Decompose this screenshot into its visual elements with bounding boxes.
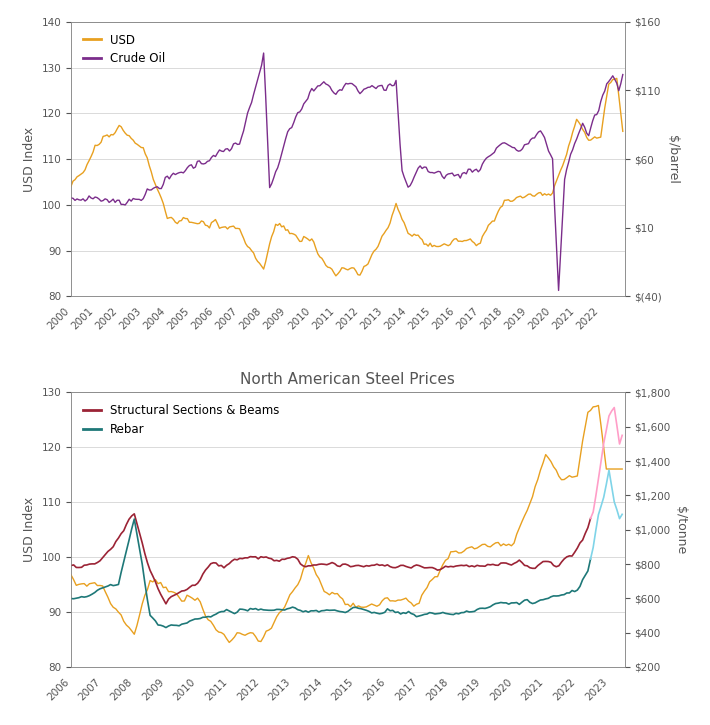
Y-axis label: $/tonne: $/tonne <box>674 505 687 554</box>
Y-axis label: USD Index: USD Index <box>23 497 36 563</box>
Title: North American Steel Prices: North American Steel Prices <box>241 372 455 387</box>
Y-axis label: USD Index: USD Index <box>23 126 36 191</box>
Legend: USD, Crude Oil: USD, Crude Oil <box>77 28 171 71</box>
Legend: Structural Sections & Beams, Rebar: Structural Sections & Beams, Rebar <box>77 398 285 442</box>
Y-axis label: $/barrel: $/barrel <box>666 135 679 183</box>
